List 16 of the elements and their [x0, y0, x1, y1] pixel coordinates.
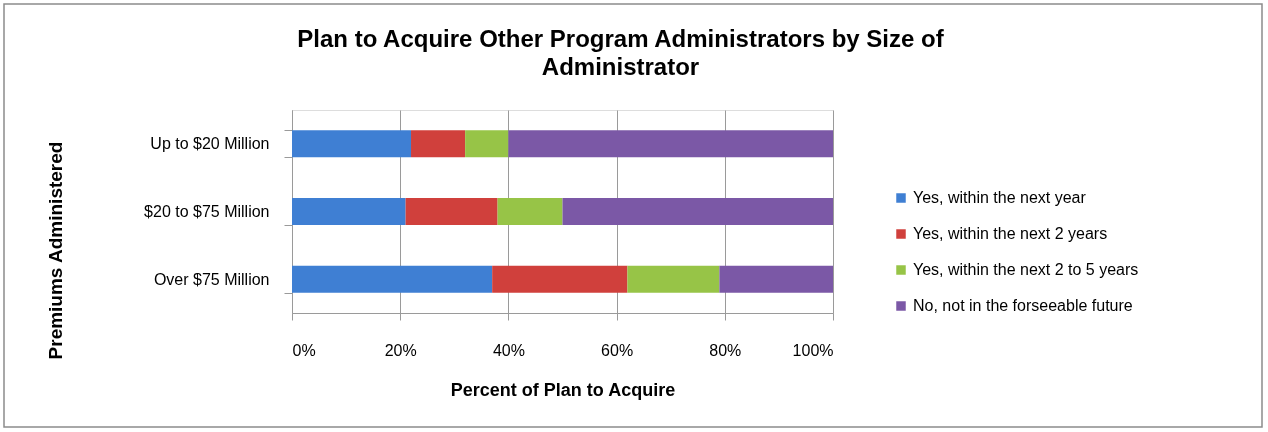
legend-label: Yes, within the next 2 years — [913, 225, 1108, 242]
legend-label: Yes, within the next year — [913, 189, 1087, 206]
x-tick-label: 40% — [492, 341, 525, 359]
x-tick-label: 60% — [601, 341, 634, 359]
y-tick-label: Over $75 Million — [153, 270, 270, 288]
x-tick-label: 0% — [292, 341, 316, 359]
x-axis-title: Percent of Plan to Acquire — [450, 379, 676, 400]
y-axis-title: Premiums Administered — [44, 141, 66, 360]
x-tick-label: 20% — [384, 341, 417, 359]
x-tick-label: 100% — [792, 341, 834, 359]
y-tick-label: $20 to $75 Million — [144, 203, 270, 220]
legend-label: Yes, within the next 2 to 5 years — [913, 261, 1139, 278]
chart-title: Plan to Acquire Other Program Administrators by Size of Administrator — [297, 25, 945, 81]
x-tick-label: 80% — [709, 341, 742, 359]
legend-label: No, not in the forseeable future — [913, 297, 1133, 314]
y-tick-label: Up to $20 Million — [150, 135, 270, 153]
